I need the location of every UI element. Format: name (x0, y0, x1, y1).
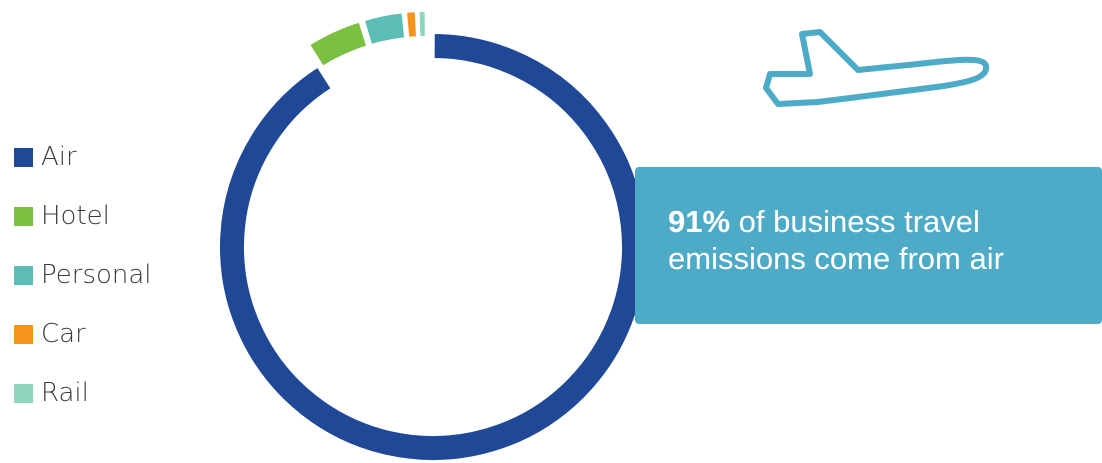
legend-swatch-hotel (14, 206, 33, 226)
airplane-icon (763, 29, 990, 107)
legend-label-car: Car (41, 319, 86, 349)
legend-item-personal: Personal (14, 260, 152, 290)
legend-item-rail: Rail (14, 378, 152, 408)
legend-swatch-rail (14, 383, 33, 403)
donut-slice-personal (362, 11, 407, 47)
legend-label-air: Air (41, 142, 77, 172)
donut-chart (218, 10, 648, 462)
donut-slice-car (404, 10, 419, 39)
legend-label-rail: Rail (41, 378, 89, 408)
callout-highlight: 91% (668, 204, 731, 239)
legend-swatch-personal (14, 265, 33, 285)
donut-slice-rail (417, 10, 427, 39)
legend-swatch-air (14, 147, 33, 167)
callout-box: 91% of business travel emissions come fr… (635, 167, 1102, 324)
legend-swatch-car (14, 324, 33, 344)
legend-item-hotel: Hotel (14, 201, 152, 231)
legend-label-hotel: Hotel (41, 201, 110, 231)
donut-slice-air (218, 31, 648, 462)
chart-legend: Air Hotel Personal Car Rail (14, 142, 152, 437)
legend-label-personal: Personal (41, 260, 152, 290)
legend-item-car: Car (14, 319, 152, 349)
callout-text-line2: emissions come from air (668, 241, 1004, 276)
legend-item-air: Air (14, 142, 152, 172)
donut-slice-hotel (307, 20, 369, 69)
callout-text-line1: of business travel (730, 204, 980, 239)
